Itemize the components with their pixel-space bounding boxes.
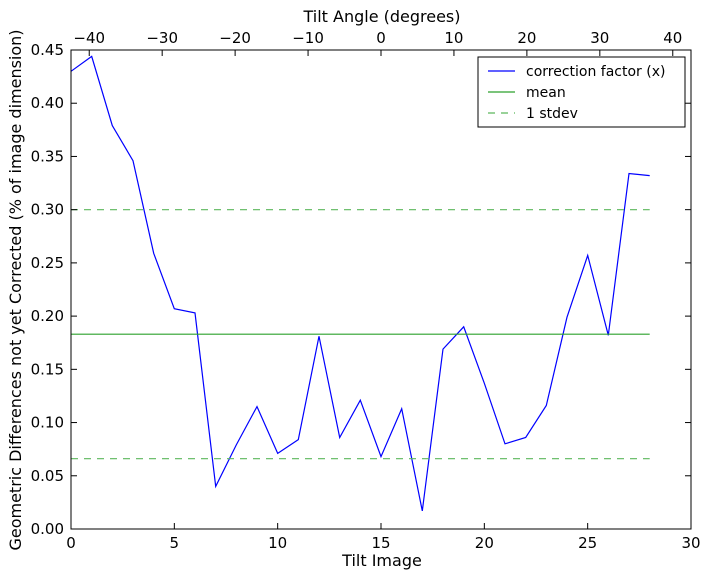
series-line-0 — [70, 55, 650, 512]
x-tick-label: 30 — [681, 534, 700, 552]
legend: correction factor (x) mean 1 stdev — [477, 56, 686, 128]
x2-tick-label: −20 — [219, 29, 251, 47]
x-tick-label: 0 — [66, 534, 76, 552]
legend-entries: correction factor (x) mean 1 stdev — [488, 64, 665, 122]
legend-label: correction factor (x) — [526, 64, 665, 80]
y-tick-label: 0.00 — [31, 520, 64, 538]
x2-tick-label: 40 — [663, 29, 682, 47]
plot-lines — [70, 55, 650, 512]
y-axis-label: Geometric Differences not yet Corrected … — [6, 29, 25, 550]
y-tick-label: 0.05 — [31, 467, 64, 485]
x-tick-label: 10 — [268, 534, 287, 552]
ticks — [70, 49, 692, 530]
legend-label: mean — [526, 85, 566, 101]
x2-tick-label: 10 — [444, 29, 463, 47]
x-axis-label: Tilt Image — [341, 551, 422, 570]
y-tick-label: 0.30 — [31, 201, 64, 219]
y-tick-label: 0.25 — [31, 254, 64, 272]
x-tick-label: 20 — [475, 534, 494, 552]
x2-tick-label: −10 — [292, 29, 324, 47]
x2-tick-label: −30 — [146, 29, 178, 47]
y-tick-label: 0.20 — [31, 307, 64, 325]
y-tick-label: 0.15 — [31, 360, 64, 378]
y-tick-label: 0.45 — [31, 41, 64, 59]
x-tick-label: 25 — [578, 534, 597, 552]
y-tick-label: 0.40 — [31, 94, 64, 112]
x-tick-label: 15 — [371, 534, 390, 552]
legend-label: 1 stdev — [526, 106, 578, 122]
x2-tick-label: −40 — [73, 29, 105, 47]
x2-axis-label: Tilt Angle (degrees) — [302, 7, 460, 26]
tick-labels: 0 5 10 15 20 25 30 0.00 0.05 0.10 0.15 0.20 0.25 0.30… — [31, 29, 701, 552]
y-tick-label: 0.35 — [31, 147, 64, 165]
x2-tick-label: 0 — [376, 29, 386, 47]
y-tick-label: 0.10 — [31, 414, 64, 432]
x2-tick-label: 30 — [590, 29, 609, 47]
x-tick-label: 5 — [170, 534, 180, 552]
x2-tick-label: 20 — [517, 29, 536, 47]
